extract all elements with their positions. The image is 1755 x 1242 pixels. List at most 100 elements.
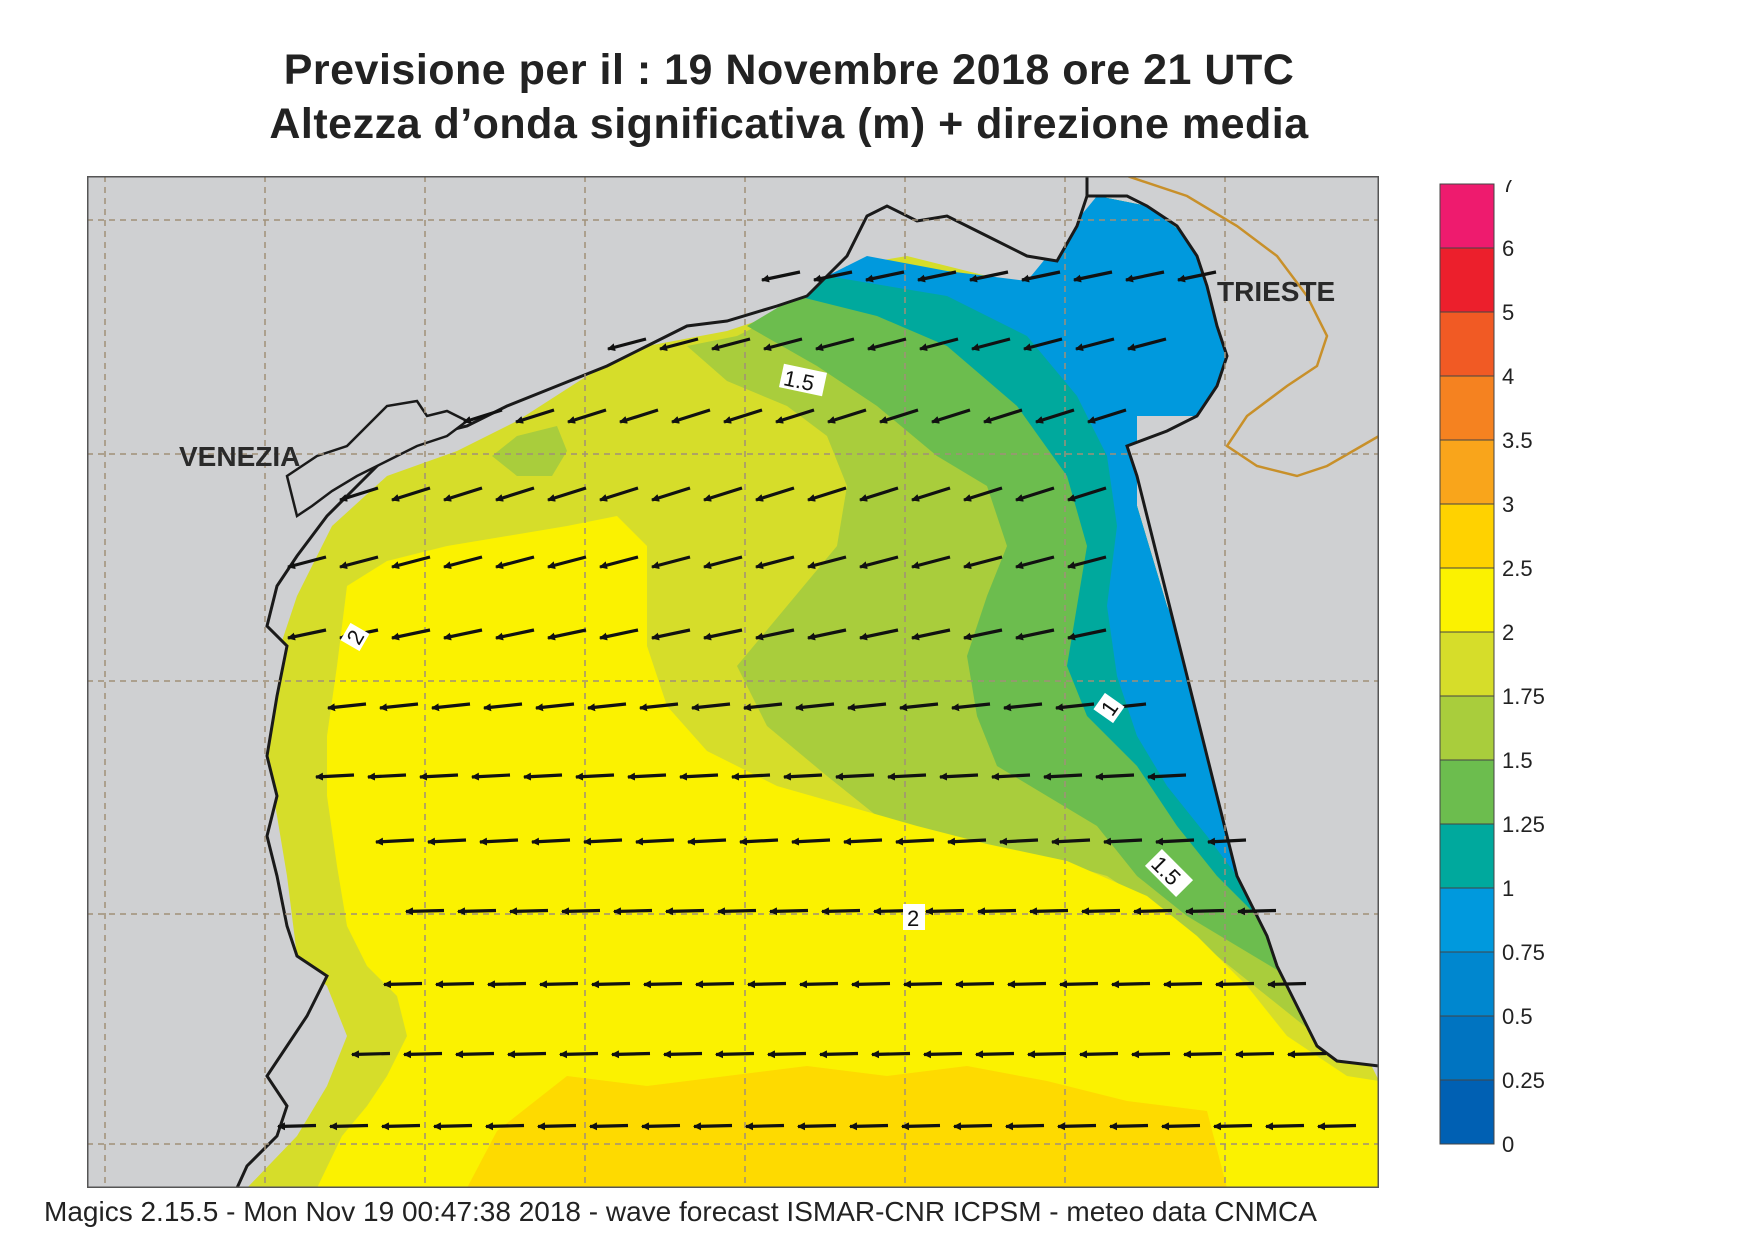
graticule xyxy=(87,176,1379,1188)
wave-direction-arrow xyxy=(879,408,919,424)
wave-direction-arrow xyxy=(1023,337,1063,352)
wave-direction-arrow xyxy=(1287,1050,1327,1059)
istria-coast-land xyxy=(1085,176,1379,1068)
wave-direction-arrow xyxy=(755,486,795,502)
wave-direction-arrow xyxy=(835,772,875,781)
wave-direction-arrow xyxy=(443,628,483,641)
wave-direction-arrow xyxy=(663,1050,703,1059)
wave-direction-arrow xyxy=(559,1050,599,1059)
wave-direction-arrow xyxy=(925,907,965,916)
wave-direction-arrow xyxy=(747,980,787,989)
wave-direction-arrow xyxy=(1027,1050,1067,1059)
wave-direction-arrow xyxy=(613,907,653,916)
wave-direction-arrow xyxy=(589,1122,629,1131)
wave-direction-arrow xyxy=(277,1122,317,1131)
wave-direction-arrows xyxy=(277,270,1357,1131)
wave-direction-arrow xyxy=(1207,837,1247,846)
wave-direction-arrow xyxy=(969,270,1009,283)
colorbar-swatch xyxy=(1439,695,1495,761)
wave-direction-arrow xyxy=(287,555,327,570)
wave-direction-arrow xyxy=(329,1122,369,1131)
wave-direction-arrow xyxy=(379,702,419,712)
wave-direction-arrow xyxy=(1043,772,1083,781)
wave-direction-arrow xyxy=(963,628,1003,641)
wave-direction-arrow xyxy=(695,980,735,989)
wave-direction-arrow xyxy=(315,772,355,781)
wave-direction-arrow xyxy=(955,980,995,989)
wave-direction-arrow xyxy=(999,837,1039,846)
colorbar-tick-label: 3 xyxy=(1502,492,1514,517)
wave-direction-arrow xyxy=(755,555,795,570)
wave-direction-arrow xyxy=(983,408,1023,424)
wave-direction-arrow xyxy=(339,555,379,570)
map-subtitle: Altezza d’onda significativa (m) + direz… xyxy=(269,100,1309,148)
wave-direction-arrow xyxy=(799,980,839,989)
wave-direction-arrow xyxy=(717,907,757,916)
wave-direction-arrow xyxy=(1055,702,1095,712)
wave-direction-arrow xyxy=(895,837,935,846)
wave-direction-arrow xyxy=(1183,1050,1223,1059)
colorbar-tick-label: 3.5 xyxy=(1502,428,1533,453)
wave-height-map: 1.5 2 1 1.5 2 VENEZIA TRIESTE xyxy=(87,176,1379,1188)
wave-direction-arrow xyxy=(1087,408,1127,424)
wave-direction-arrow xyxy=(1007,980,1047,989)
wave-direction-arrow xyxy=(847,702,887,712)
wave-direction-arrow xyxy=(1015,628,1055,641)
wave-direction-arrow xyxy=(871,1050,911,1059)
colorbar-swatch xyxy=(1439,951,1495,1017)
colorbar-swatch xyxy=(1439,375,1495,441)
wave-direction-arrow xyxy=(887,772,927,781)
wave-direction-arrow xyxy=(1057,1122,1097,1131)
wave-direction-arrow xyxy=(991,772,1031,781)
wave-direction-arrow xyxy=(471,772,511,781)
wave-direction-arrow xyxy=(463,408,503,424)
wave-direction-arrow xyxy=(639,702,679,712)
wave-direction-arrow xyxy=(819,1050,859,1059)
wave-direction-arrow xyxy=(1163,980,1203,989)
wave-direction-arrow xyxy=(1155,837,1195,846)
wave-direction-arrow xyxy=(641,1122,681,1131)
wave-direction-arrow xyxy=(381,1122,421,1131)
colorbar-swatch xyxy=(1439,567,1495,633)
colorbar-swatch xyxy=(1439,311,1495,377)
wave-direction-arrow xyxy=(939,772,979,781)
colorbar-swatch xyxy=(1439,1079,1495,1145)
wave-direction-arrow xyxy=(427,837,467,846)
wave-direction-arrow xyxy=(1081,907,1121,916)
wave-direction-arrow xyxy=(755,628,795,641)
wave-direction-arrow xyxy=(1075,337,1115,352)
wave-direction-arrow xyxy=(761,270,801,283)
wave-direction-arrow xyxy=(843,837,883,846)
wave-direction-arrow xyxy=(599,555,639,570)
wave-direction-arrow xyxy=(591,980,631,989)
wave-direction-arrow xyxy=(859,628,899,641)
wave-direction-arrow xyxy=(671,408,711,424)
wave-direction-arrow xyxy=(821,907,861,916)
wave-direction-arrow xyxy=(651,555,691,570)
wave-direction-arrow xyxy=(1079,1050,1119,1059)
wave-direction-arrow xyxy=(693,1122,733,1131)
colorbar-swatch xyxy=(1439,183,1495,249)
city-label-venezia: VENEZIA xyxy=(179,441,300,472)
wave-direction-arrow xyxy=(635,837,675,846)
wave-direction-arrow xyxy=(607,337,647,352)
colorbar-swatch xyxy=(1439,631,1495,697)
wave-direction-arrow xyxy=(443,555,483,570)
wave-direction-arrow xyxy=(351,1050,391,1059)
colorbar-swatch xyxy=(1439,247,1495,313)
wave-direction-arrow xyxy=(919,337,959,352)
wave-direction-arrow xyxy=(287,628,327,641)
colorbar-tick-label: 2.5 xyxy=(1502,556,1533,581)
wave-direction-arrow xyxy=(537,1122,577,1131)
wave-direction-arrow xyxy=(715,1050,755,1059)
wave-direction-arrow xyxy=(1003,702,1043,712)
wave-direction-arrow xyxy=(911,628,951,641)
wave-direction-arrow xyxy=(851,980,891,989)
wave-direction-arrow xyxy=(807,628,847,641)
wave-direction-arrow xyxy=(867,337,907,352)
wave-direction-arrow xyxy=(947,837,987,846)
wave-direction-arrow xyxy=(651,486,691,502)
wave-direction-arrow xyxy=(431,702,471,712)
wave-direction-arrow xyxy=(599,628,639,641)
colorbar-tick-label: 0.75 xyxy=(1502,940,1545,965)
